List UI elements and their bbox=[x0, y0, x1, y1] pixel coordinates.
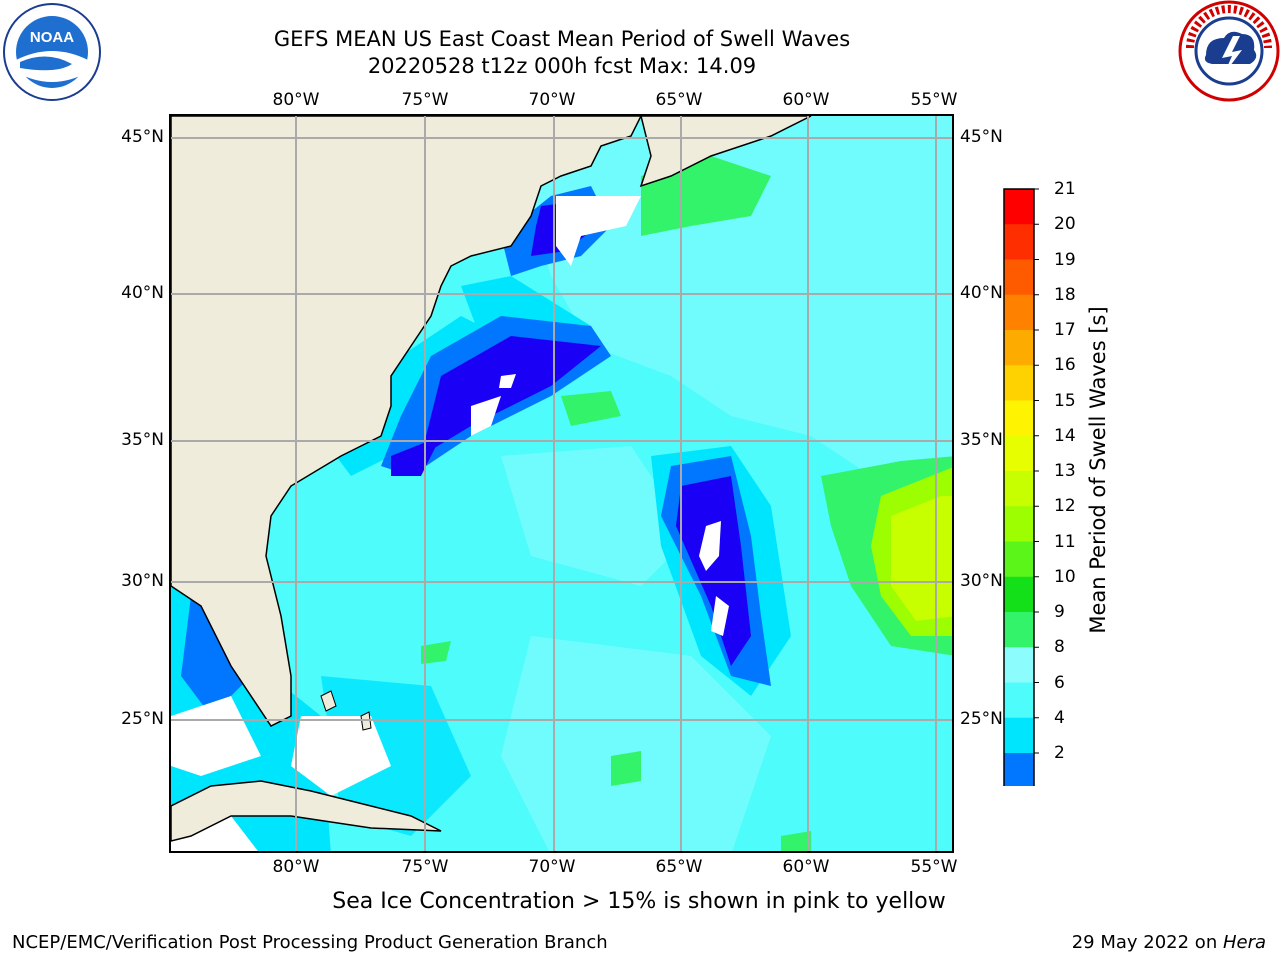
colorbar-tick-label: 10 bbox=[1054, 566, 1076, 587]
lat-label-right: 30°N bbox=[960, 571, 1003, 591]
lon-label-bottom: 55°W bbox=[910, 857, 958, 877]
lon-label-top: 75°W bbox=[401, 90, 449, 110]
colorbar-band bbox=[1004, 365, 1034, 401]
swell-period-map bbox=[171, 116, 952, 851]
colorbar-band bbox=[1004, 224, 1034, 260]
lon-label-top: 55°W bbox=[910, 90, 958, 110]
footer-date-text: 29 May 2022 on bbox=[1071, 932, 1223, 953]
colorbar-tick-label: 20 bbox=[1054, 214, 1076, 235]
chart-title: GEFS MEAN US East Coast Mean Period of S… bbox=[273, 27, 851, 51]
footer-date: 29 May 2022 on Hera bbox=[1072, 932, 1266, 953]
lon-label-bottom: 70°W bbox=[528, 857, 576, 877]
lon-label-top: 70°W bbox=[528, 90, 576, 110]
colorbar-tick-label: 2 bbox=[1054, 743, 1065, 763]
colorbar-tick-label: 18 bbox=[1054, 284, 1076, 305]
colorbar-band bbox=[1004, 259, 1034, 296]
colorbar-band bbox=[1004, 400, 1034, 437]
colorbar-band bbox=[1004, 576, 1034, 613]
lat-label-right: 25°N bbox=[960, 709, 1003, 729]
noaa-logo-icon: NOAA bbox=[2, 2, 102, 106]
chart-subtitle: 20220528 t12z 000h fcst Max: 14.09 bbox=[367, 54, 757, 78]
colorbar-title: Mean Period of Swell Waves [s] bbox=[1086, 306, 1110, 634]
colorbar-tick-label: 4 bbox=[1054, 707, 1065, 728]
lat-label-left: 40°N bbox=[121, 283, 164, 303]
noaa-logo-text: NOAA bbox=[30, 29, 74, 46]
lon-label-top: 65°W bbox=[655, 90, 703, 110]
colorbar-tick-label: 14 bbox=[1054, 425, 1076, 446]
lat-label-right: 45°N bbox=[960, 127, 1003, 147]
lat-label-right: 35°N bbox=[960, 430, 1003, 450]
colorbar-tick-label: 15 bbox=[1054, 390, 1076, 411]
colorbar-tick-label: 16 bbox=[1054, 355, 1076, 376]
colorbar-band bbox=[1004, 471, 1034, 507]
colorbar-band bbox=[1004, 612, 1034, 648]
lat-label-left: 45°N bbox=[121, 127, 164, 147]
colorbar-band bbox=[1004, 647, 1034, 683]
lat-label-left: 25°N bbox=[121, 709, 164, 729]
colorbar-band bbox=[1004, 189, 1034, 225]
colorbar-tick-label: 11 bbox=[1054, 531, 1076, 552]
colorbar-band bbox=[1004, 682, 1034, 719]
colorbar-band bbox=[1004, 330, 1034, 366]
lat-label-right: 40°N bbox=[960, 283, 1003, 303]
colorbar-tick-label: 6 bbox=[1054, 672, 1065, 693]
lon-label-top: 80°W bbox=[272, 90, 320, 110]
colorbar bbox=[1002, 188, 1042, 818]
lon-label-bottom: 60°W bbox=[782, 857, 830, 877]
colorbar-band bbox=[1004, 541, 1034, 578]
colorbar-band bbox=[1004, 753, 1034, 789]
colorbar-tick-label: 17 bbox=[1054, 320, 1076, 340]
lat-label-left: 30°N bbox=[121, 571, 164, 591]
colorbar-tick-label: 12 bbox=[1054, 496, 1076, 517]
colorbar-tick-label: 21 bbox=[1054, 179, 1076, 199]
colorbar-band bbox=[1004, 506, 1034, 542]
nws-logo-icon bbox=[1178, 0, 1280, 106]
colorbar-band bbox=[1004, 717, 1034, 754]
lon-label-bottom: 65°W bbox=[655, 857, 703, 877]
colorbar-band bbox=[1004, 294, 1034, 331]
colorbar-tick-label: 8 bbox=[1054, 637, 1065, 658]
lat-label-left: 35°N bbox=[121, 430, 164, 450]
footer-credit: NCEP/EMC/Verification Post Processing Pr… bbox=[12, 932, 608, 953]
colorbar-swatches bbox=[1002, 188, 1039, 818]
colorbar-band bbox=[1004, 435, 1034, 472]
sea-ice-note: Sea Ice Concentration > 15% is shown in … bbox=[332, 889, 946, 914]
colorbar-tick-label: 19 bbox=[1054, 249, 1076, 270]
lon-label-top: 60°W bbox=[782, 90, 830, 110]
map-area bbox=[169, 114, 954, 853]
footer-machine: Hera bbox=[1222, 932, 1266, 953]
colorbar-tick-label: 13 bbox=[1054, 461, 1076, 481]
colorbar-tick-label: 9 bbox=[1054, 602, 1065, 622]
lon-label-bottom: 80°W bbox=[272, 857, 320, 877]
lon-label-bottom: 75°W bbox=[401, 857, 449, 877]
